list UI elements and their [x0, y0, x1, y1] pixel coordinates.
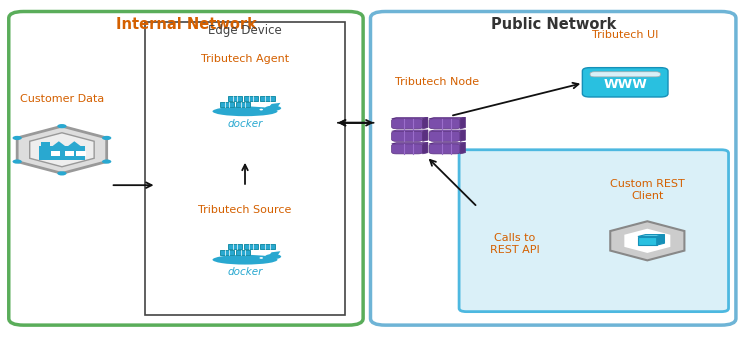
Polygon shape: [657, 235, 665, 245]
Polygon shape: [391, 130, 428, 131]
Ellipse shape: [213, 106, 277, 116]
FancyBboxPatch shape: [590, 72, 660, 77]
FancyBboxPatch shape: [228, 244, 242, 249]
FancyBboxPatch shape: [50, 151, 60, 156]
Polygon shape: [391, 117, 428, 119]
FancyBboxPatch shape: [391, 144, 422, 154]
FancyBboxPatch shape: [220, 250, 234, 255]
Polygon shape: [422, 117, 428, 129]
Text: Custom REST
Client: Custom REST Client: [610, 180, 685, 201]
Ellipse shape: [259, 257, 263, 259]
Text: Tributech Node: Tributech Node: [395, 77, 479, 87]
Text: Internal Network: Internal Network: [116, 17, 256, 33]
FancyBboxPatch shape: [260, 96, 274, 101]
Text: Edge Device: Edge Device: [208, 23, 282, 37]
Ellipse shape: [102, 159, 111, 164]
Ellipse shape: [265, 254, 281, 259]
Polygon shape: [269, 251, 280, 256]
Text: Calls to
REST API: Calls to REST API: [490, 233, 539, 255]
Polygon shape: [460, 117, 465, 129]
Text: Public Network: Public Network: [491, 17, 616, 33]
Ellipse shape: [265, 106, 281, 111]
FancyBboxPatch shape: [220, 102, 234, 107]
Polygon shape: [269, 103, 280, 107]
FancyBboxPatch shape: [64, 151, 74, 156]
Ellipse shape: [57, 171, 67, 175]
Polygon shape: [429, 142, 465, 144]
FancyBboxPatch shape: [228, 96, 242, 101]
Polygon shape: [68, 141, 81, 146]
Polygon shape: [611, 221, 685, 260]
Text: Tributech Source: Tributech Source: [199, 205, 292, 216]
FancyBboxPatch shape: [391, 131, 422, 141]
Polygon shape: [422, 142, 428, 154]
Polygon shape: [429, 117, 465, 119]
FancyBboxPatch shape: [260, 244, 274, 249]
Polygon shape: [30, 133, 94, 167]
FancyBboxPatch shape: [236, 250, 250, 255]
Text: WWW: WWW: [603, 78, 647, 91]
Text: docker: docker: [227, 119, 263, 129]
FancyBboxPatch shape: [244, 96, 259, 101]
FancyBboxPatch shape: [429, 119, 460, 129]
Polygon shape: [625, 229, 671, 253]
FancyBboxPatch shape: [391, 119, 422, 129]
FancyBboxPatch shape: [429, 131, 460, 141]
Ellipse shape: [213, 255, 277, 265]
Ellipse shape: [13, 136, 21, 140]
Polygon shape: [17, 126, 107, 173]
Polygon shape: [422, 130, 428, 141]
Polygon shape: [53, 141, 65, 146]
FancyBboxPatch shape: [39, 146, 85, 160]
Polygon shape: [391, 142, 428, 144]
Polygon shape: [638, 235, 665, 237]
Text: Tributech UI: Tributech UI: [592, 30, 658, 40]
FancyBboxPatch shape: [429, 144, 460, 154]
Polygon shape: [460, 142, 465, 154]
FancyBboxPatch shape: [638, 237, 657, 245]
Ellipse shape: [13, 159, 21, 164]
FancyBboxPatch shape: [244, 244, 259, 249]
Text: Customer Data: Customer Data: [20, 94, 104, 104]
Ellipse shape: [102, 136, 111, 140]
FancyBboxPatch shape: [236, 102, 250, 107]
Text: docker: docker: [227, 267, 263, 277]
FancyBboxPatch shape: [582, 68, 668, 97]
FancyBboxPatch shape: [41, 142, 50, 147]
FancyBboxPatch shape: [459, 150, 728, 312]
Ellipse shape: [57, 124, 67, 128]
FancyBboxPatch shape: [76, 151, 86, 156]
Ellipse shape: [259, 109, 263, 110]
Polygon shape: [460, 130, 465, 141]
Polygon shape: [429, 130, 465, 131]
Text: Tributech Agent: Tributech Agent: [201, 54, 289, 64]
